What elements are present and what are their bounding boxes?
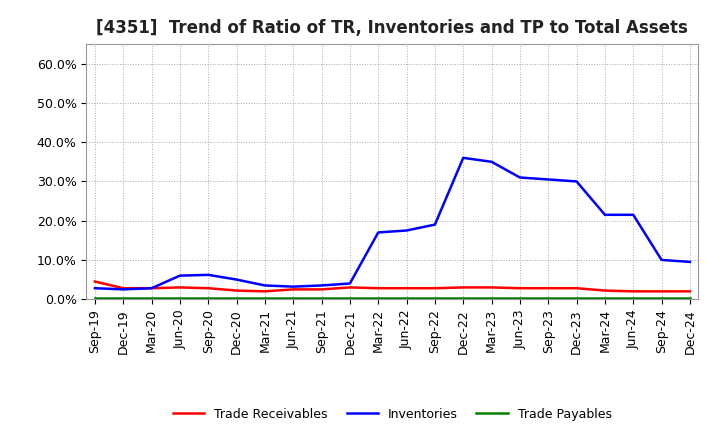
- Trade Receivables: [572, 286, 581, 291]
- Inventories: [657, 257, 666, 263]
- Trade Payables: [119, 296, 127, 301]
- Trade Payables: [657, 296, 666, 301]
- Trade Receivables: [487, 285, 496, 290]
- Inventories: [374, 230, 382, 235]
- Trade Receivables: [233, 288, 241, 293]
- Inventories: [685, 259, 694, 264]
- Trade Receivables: [431, 286, 439, 291]
- Trade Payables: [148, 296, 156, 301]
- Trade Payables: [572, 296, 581, 301]
- Legend: Trade Receivables, Inventories, Trade Payables: Trade Receivables, Inventories, Trade Pa…: [168, 403, 617, 425]
- Trade Payables: [374, 296, 382, 301]
- Inventories: [148, 286, 156, 291]
- Trade Payables: [318, 296, 326, 301]
- Trade Receivables: [176, 285, 184, 290]
- Trade Receivables: [289, 287, 297, 292]
- Inventories: [459, 155, 467, 161]
- Trade Receivables: [204, 286, 212, 291]
- Inventories: [629, 212, 637, 217]
- Trade Receivables: [459, 285, 467, 290]
- Inventories: [204, 272, 212, 278]
- Trade Payables: [233, 296, 241, 301]
- Inventories: [233, 277, 241, 282]
- Trade Receivables: [91, 279, 99, 284]
- Line: Inventories: Inventories: [95, 158, 690, 290]
- Trade Payables: [402, 296, 411, 301]
- Line: Trade Receivables: Trade Receivables: [95, 282, 690, 291]
- Trade Receivables: [119, 286, 127, 291]
- Trade Receivables: [516, 286, 524, 291]
- Trade Receivables: [402, 286, 411, 291]
- Trade Receivables: [657, 289, 666, 294]
- Trade Payables: [176, 296, 184, 301]
- Inventories: [346, 281, 354, 286]
- Trade Payables: [204, 296, 212, 301]
- Inventories: [487, 159, 496, 165]
- Inventories: [572, 179, 581, 184]
- Title: [4351]  Trend of Ratio of TR, Inventories and TP to Total Assets: [4351] Trend of Ratio of TR, Inventories…: [96, 19, 688, 37]
- Trade Payables: [91, 296, 99, 301]
- Inventories: [402, 228, 411, 233]
- Trade Payables: [600, 296, 609, 301]
- Trade Payables: [516, 296, 524, 301]
- Trade Payables: [487, 296, 496, 301]
- Trade Receivables: [318, 287, 326, 292]
- Inventories: [544, 177, 552, 182]
- Trade Receivables: [544, 286, 552, 291]
- Trade Receivables: [685, 289, 694, 294]
- Trade Payables: [431, 296, 439, 301]
- Inventories: [176, 273, 184, 278]
- Trade Receivables: [148, 286, 156, 291]
- Trade Payables: [261, 296, 269, 301]
- Inventories: [431, 222, 439, 227]
- Trade Receivables: [600, 288, 609, 293]
- Trade Receivables: [261, 289, 269, 294]
- Inventories: [318, 283, 326, 288]
- Trade Payables: [346, 296, 354, 301]
- Trade Payables: [685, 296, 694, 301]
- Inventories: [119, 287, 127, 292]
- Trade Receivables: [346, 285, 354, 290]
- Inventories: [600, 212, 609, 217]
- Trade Payables: [459, 296, 467, 301]
- Trade Receivables: [374, 286, 382, 291]
- Inventories: [261, 283, 269, 288]
- Trade Payables: [289, 296, 297, 301]
- Trade Receivables: [629, 289, 637, 294]
- Inventories: [91, 286, 99, 291]
- Trade Payables: [544, 296, 552, 301]
- Inventories: [289, 284, 297, 289]
- Trade Payables: [629, 296, 637, 301]
- Inventories: [516, 175, 524, 180]
